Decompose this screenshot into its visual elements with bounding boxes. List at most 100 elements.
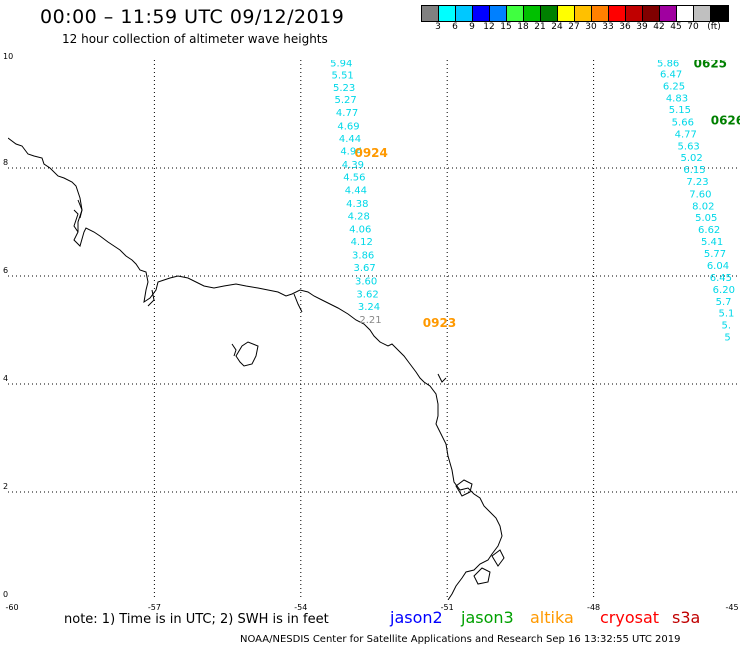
color-swatch xyxy=(626,6,643,21)
latitude-tick-label: 0 xyxy=(3,590,9,599)
color-swatch xyxy=(677,6,694,21)
wave-height-value: 5.51 xyxy=(332,71,354,82)
wave-height-value: 6.20 xyxy=(713,285,735,296)
wave-height-value: 5.02 xyxy=(680,153,702,164)
satellite-legend-cryosat: cryosat xyxy=(600,608,660,627)
graticule-grid xyxy=(8,60,740,600)
wave-height-value: 4.83 xyxy=(666,93,688,104)
units-note: note: 1) Time is in UTC; 2) SWH is in fe… xyxy=(64,612,329,627)
wave-height-value: 6.25 xyxy=(663,81,685,92)
pass-time-label: 0625 xyxy=(694,60,727,71)
color-swatch xyxy=(558,6,575,21)
wave-height-value: 4.44 xyxy=(339,134,361,145)
color-scale-label: 42 xyxy=(653,22,665,32)
color-scale-label: 24 xyxy=(551,22,563,32)
wave-height-value: 8.02 xyxy=(692,201,714,212)
wave-height-value: 6.62 xyxy=(698,225,720,236)
satellite-legend-jason3: jason3 xyxy=(461,608,514,627)
color-swatch xyxy=(541,6,558,21)
orinoco-delta-detail xyxy=(73,199,303,313)
color-scale-label: 45 xyxy=(670,22,682,32)
longitude-tick-label: -54 xyxy=(294,603,308,612)
pass-time-label: 0923 xyxy=(423,316,456,330)
wave-height-value: 4.39 xyxy=(342,160,364,171)
wave-height-value: 5.7 xyxy=(716,297,732,308)
color-scale-label: 6 xyxy=(452,22,458,32)
wave-height-value: 4.28 xyxy=(348,212,370,223)
color-scale-label: (ft) xyxy=(707,22,721,32)
wave-height-value: 5.63 xyxy=(678,141,700,152)
pass-time-label: 0924 xyxy=(354,146,387,160)
color-swatch xyxy=(575,6,592,21)
map-title: 00:00 – 11:59 UTC 09/12/2019 xyxy=(40,6,345,28)
color-scale-label: 33 xyxy=(602,22,614,32)
credit-footer: NOAA/NESDIS Center for Satellite Applica… xyxy=(240,634,681,645)
latitude-tick-label: 8 xyxy=(3,158,9,167)
wave-height-value: 6.47 xyxy=(660,70,682,81)
wave-height-value: 5.15 xyxy=(669,105,691,116)
wave-height-value: 6.15 xyxy=(683,165,705,176)
wave-height-value: 4.12 xyxy=(351,237,373,248)
color-swatch xyxy=(660,6,677,21)
longitude-tick-label: -48 xyxy=(587,603,601,612)
longitude-tick-label: -45 xyxy=(725,603,739,612)
wave-height-value: 5.94 xyxy=(330,60,352,70)
color-swatch xyxy=(490,6,507,21)
wave-height-value: 4.94 xyxy=(340,147,362,158)
pass-time-label: 0626 xyxy=(711,113,740,127)
wave-height-value: 3.24 xyxy=(358,302,380,313)
wave-height-value: 3.67 xyxy=(354,263,376,274)
wave-height-value: 3.62 xyxy=(356,289,378,300)
latitude-tick-label: 6 xyxy=(3,266,9,275)
wave-height-value: 5.23 xyxy=(333,83,355,94)
longitude-tick-label: -60 xyxy=(5,603,19,612)
color-swatch xyxy=(439,6,456,21)
wave-height-value: 6.04 xyxy=(707,261,729,272)
wave-height-value: 4.38 xyxy=(346,199,368,210)
latitude-tick-label: 4 xyxy=(3,374,9,383)
color-scale-label: 36 xyxy=(619,22,631,32)
wave-height-value: 6.45 xyxy=(710,273,732,284)
color-scale-label: 21 xyxy=(534,22,546,32)
color-swatch xyxy=(507,6,524,21)
wave-height-value: 2.21 xyxy=(359,315,381,326)
wave-height-value: 4.56 xyxy=(343,173,365,184)
latitude-tick-label: 10 xyxy=(3,52,14,61)
color-scale-label: 39 xyxy=(636,22,648,32)
wave-height-value: 7.23 xyxy=(686,177,708,188)
wave-height-value: 5 xyxy=(724,332,730,343)
color-scale-label: 18 xyxy=(517,22,529,32)
wave-height-value: 5.41 xyxy=(701,237,723,248)
map-subtitle: 12 hour collection of altimeter wave hei… xyxy=(62,32,328,46)
color-swatch xyxy=(456,6,473,21)
south-america-coastline xyxy=(8,137,503,600)
color-swatch xyxy=(524,6,541,21)
color-swatch xyxy=(694,6,711,21)
color-scale-label: 9 xyxy=(469,22,475,32)
wave-height-value: 5.77 xyxy=(704,249,726,260)
color-scale-labels: 3 6 9 12 15 18 21 24 27 30 33 36 39 42 45 70 (ft) xyxy=(421,22,740,34)
color-swatch xyxy=(592,6,609,21)
wave-height-value: 4.06 xyxy=(349,224,371,235)
lake-outline xyxy=(231,341,259,367)
satellite-legend-jason2: jason2 xyxy=(390,608,443,627)
color-swatch xyxy=(422,6,439,21)
altimeter-tracks: 5.945.515.235.27 4.77 4.69 4.44 4.94 4.39 4.56… xyxy=(330,60,740,343)
color-swatch xyxy=(643,6,660,21)
wave-height-value: 3.60 xyxy=(355,276,377,287)
amazon-mouth-islands xyxy=(437,373,505,585)
color-scale-label: 27 xyxy=(568,22,580,32)
wave-height-value: 5.86 xyxy=(657,60,679,70)
wave-height-map: 5.945.515.235.27 4.77 4.69 4.44 4.94 4.39 4.56… xyxy=(8,60,740,600)
longitude-tick-label: -57 xyxy=(147,603,161,612)
color-swatch xyxy=(711,6,728,21)
latitude-tick-label: 2 xyxy=(3,482,9,491)
color-scale-label: 3 xyxy=(435,22,441,32)
wave-height-value: 7.60 xyxy=(689,189,711,200)
wave-height-value: 5.1 xyxy=(719,309,735,320)
color-scale-bar xyxy=(421,5,729,22)
wave-height-value: 4.77 xyxy=(336,108,358,119)
color-scale-label: 70 xyxy=(687,22,699,32)
color-scale-label: 12 xyxy=(483,22,495,32)
color-swatch xyxy=(609,6,626,21)
